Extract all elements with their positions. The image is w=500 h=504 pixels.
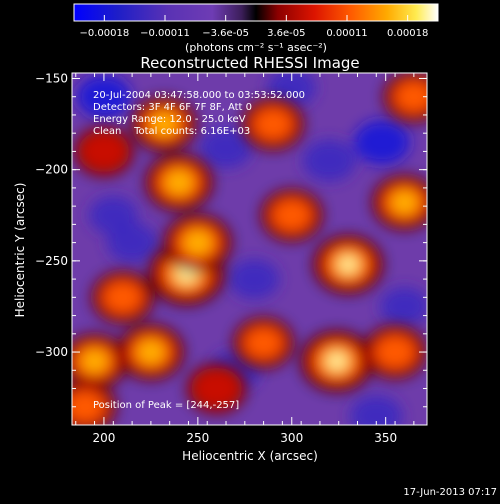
source-blob-5: [131, 96, 197, 152]
colorbar-tick-label: −0.00018: [79, 28, 129, 39]
source-blob-16: [72, 380, 117, 425]
render-timestamp: 17-Jun-2013 07:17: [403, 487, 497, 498]
source-blob-13: [73, 126, 134, 177]
y-tick-label: −250: [35, 254, 68, 268]
x-tick-label: 250: [186, 431, 209, 445]
source-blob-9: [117, 323, 185, 381]
negative-region-0: [353, 120, 410, 165]
colorbar-tick-label: −3.6e-05: [202, 28, 249, 39]
source-blob-14: [91, 270, 155, 324]
source-blob-8: [72, 333, 128, 389]
x-tick-label: 350: [374, 431, 397, 445]
source-blob-2: [312, 234, 384, 295]
negative-region-5: [228, 259, 280, 300]
colorbar-units: (photons cm⁻² s⁻¹ asec⁻²): [185, 41, 327, 54]
source-blob-3: [163, 213, 232, 272]
x-tick-label: 200: [92, 431, 115, 445]
energy-range-label: Energy Range: 12.0 - 25.0 keV: [93, 114, 246, 125]
observation-info: 20-Jul-2004 03:47:58.000 to 03:53:52.000…: [93, 90, 305, 137]
time-range-label: 20-Jul-2004 03:47:58.000 to 03:53:52.000: [93, 90, 305, 101]
colorbar-tick-label: 0.00011: [326, 28, 367, 39]
axis-ticks: 200 250 300 350 −150 −200 −250 −300: [35, 71, 427, 445]
y-tick-label: −150: [35, 71, 68, 85]
plot-frame: [71, 72, 428, 426]
peak-position-label: Position of Peak = [244,-257]: [93, 400, 239, 411]
y-tick-label: −200: [35, 163, 68, 177]
negative-region-7: [350, 395, 403, 425]
colorbar: [73, 3, 439, 22]
source-blob-10: [241, 97, 305, 151]
counts-label: Clean Total counts: 6.16E+03: [93, 126, 250, 137]
negative-region-1: [76, 75, 132, 119]
source-blob-12: [383, 73, 427, 123]
x-axis-label: Heliocentric X (arcsec): [182, 449, 318, 463]
negative-region-2: [199, 127, 253, 169]
colorbar-tick-label: −0.00011: [140, 28, 190, 39]
negative-region-9: [380, 287, 427, 326]
y-tick-label: −300: [35, 345, 68, 359]
colorbar-tick-label: 3.6e-05: [267, 28, 305, 39]
x-tick-label: 300: [280, 431, 303, 445]
detectors-label: Detectors: 3F 4F 6F 7F 8F, Att 0: [93, 102, 252, 113]
chart-title: Reconstructed RHESSI Image: [140, 54, 359, 72]
colorbar-tick-label: 0.00018: [387, 28, 428, 39]
source-blob-15: [186, 363, 247, 414]
source-blob-11: [260, 188, 324, 242]
source-blob-7: [363, 325, 427, 380]
source-blob-6: [371, 174, 427, 231]
negative-region-3: [302, 139, 356, 182]
colorbar-ticks: −0.00018 −0.00011 −3.6e-05 3.6e-05 0.00011 0.…: [79, 15, 428, 39]
source-blob-4: [145, 153, 214, 212]
source-blob-1: [300, 330, 374, 393]
source-blob-17: [232, 317, 295, 369]
heatmap-image: [72, 73, 427, 425]
y-axis-label: Heliocentric Y (arcsec): [13, 183, 27, 318]
negative-region-8: [88, 195, 138, 235]
